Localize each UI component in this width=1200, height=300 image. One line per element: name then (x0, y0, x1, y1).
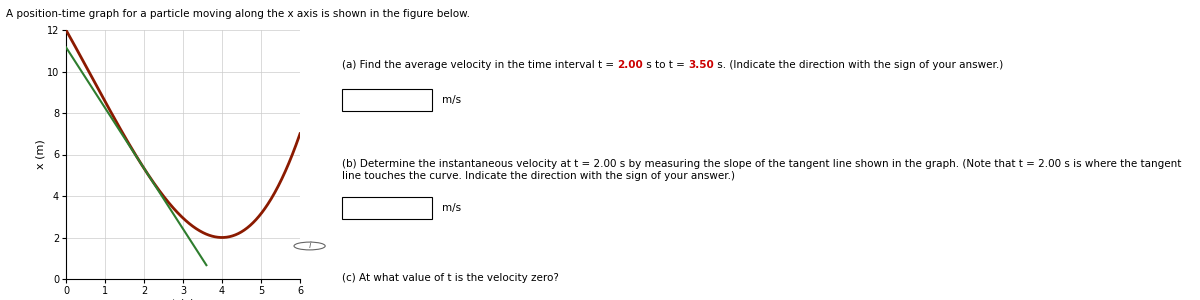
Text: i: i (308, 242, 311, 250)
Text: (a) Find the average velocity in the time interval t =: (a) Find the average velocity in the tim… (342, 60, 617, 70)
X-axis label: t (s): t (s) (172, 299, 194, 300)
FancyBboxPatch shape (342, 88, 432, 111)
Text: 2.00: 2.00 (617, 60, 643, 70)
Text: 3.50: 3.50 (689, 60, 714, 70)
Text: m/s: m/s (442, 95, 461, 105)
Text: m/s: m/s (442, 203, 461, 213)
Y-axis label: x (m): x (m) (35, 140, 46, 169)
Circle shape (294, 242, 325, 250)
Text: (b) Determine the instantaneous velocity at t = 2.00 s by measuring the slope of: (b) Determine the instantaneous velocity… (342, 159, 1181, 181)
Text: s to t =: s to t = (643, 60, 689, 70)
Text: A position-time graph for a particle moving along the x axis is shown in the fig: A position-time graph for a particle mov… (6, 9, 470, 19)
Text: s. (Indicate the direction with the sign of your answer.): s. (Indicate the direction with the sign… (714, 60, 1003, 70)
FancyBboxPatch shape (342, 196, 432, 219)
Text: (c) At what value of t is the velocity zero?: (c) At what value of t is the velocity z… (342, 273, 559, 283)
